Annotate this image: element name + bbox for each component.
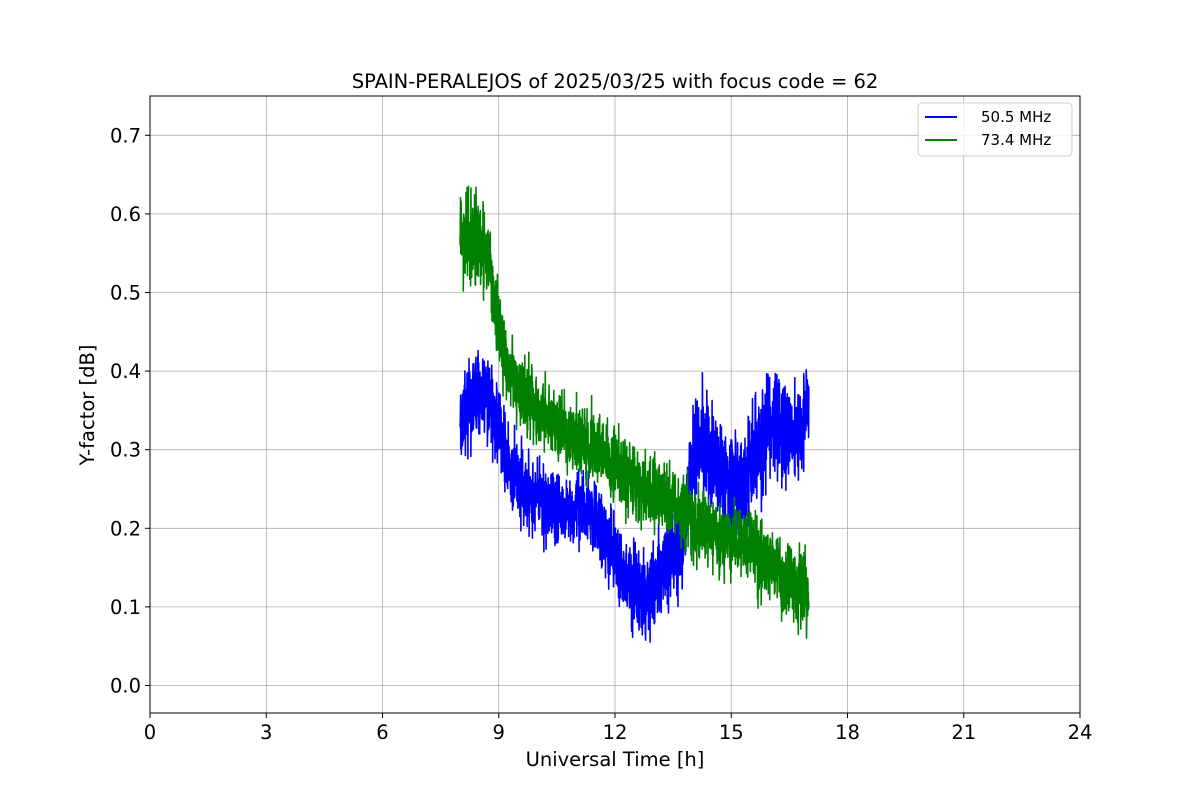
x-tick-label: 21 bbox=[951, 721, 976, 744]
y-tick-label: 0.6 bbox=[110, 203, 141, 226]
x-tick-label: 24 bbox=[1068, 721, 1093, 744]
y-tick-label: 0.4 bbox=[110, 360, 141, 383]
x-tick-label: 0 bbox=[144, 721, 156, 744]
series-line-73-4-mhz bbox=[459, 185, 810, 639]
y-tick-label: 0.7 bbox=[110, 124, 141, 147]
x-tick-label: 9 bbox=[493, 721, 505, 744]
x-tick-label: 3 bbox=[260, 721, 272, 744]
y-tick-label: 0.2 bbox=[110, 517, 141, 540]
x-tick-label: 12 bbox=[603, 721, 628, 744]
legend-label-50-5-mhz: 50.5 MHz bbox=[981, 108, 1051, 126]
legend: 50.5 MHz 73.4 MHz bbox=[917, 102, 1073, 157]
x-tick-label: 6 bbox=[376, 721, 388, 744]
x-tick-label: 18 bbox=[835, 721, 860, 744]
x-axis-label: Universal Time [h] bbox=[526, 748, 705, 771]
series-line-50-5-mhz bbox=[459, 349, 810, 643]
legend-label-73-4-mhz: 73.4 MHz bbox=[981, 131, 1051, 149]
y-axis-label: Y-factor [dB] bbox=[76, 345, 99, 467]
y-tick-label: 0.1 bbox=[110, 596, 141, 619]
axis-ticks: 0 3 6 9 12 15 18 21 24 0.0 0.1 0.2 0.3 0.4 0.5 0.6 0.7 bbox=[110, 124, 1092, 744]
series-layer bbox=[459, 185, 810, 643]
chart-title: SPAIN-PERALEJOS of 2025/03/25 with focus… bbox=[352, 70, 879, 93]
y-tick-label: 0.3 bbox=[110, 439, 141, 462]
x-tick-label: 15 bbox=[719, 721, 744, 744]
y-tick-label: 0.0 bbox=[110, 674, 141, 697]
y-tick-label: 0.5 bbox=[110, 281, 141, 304]
